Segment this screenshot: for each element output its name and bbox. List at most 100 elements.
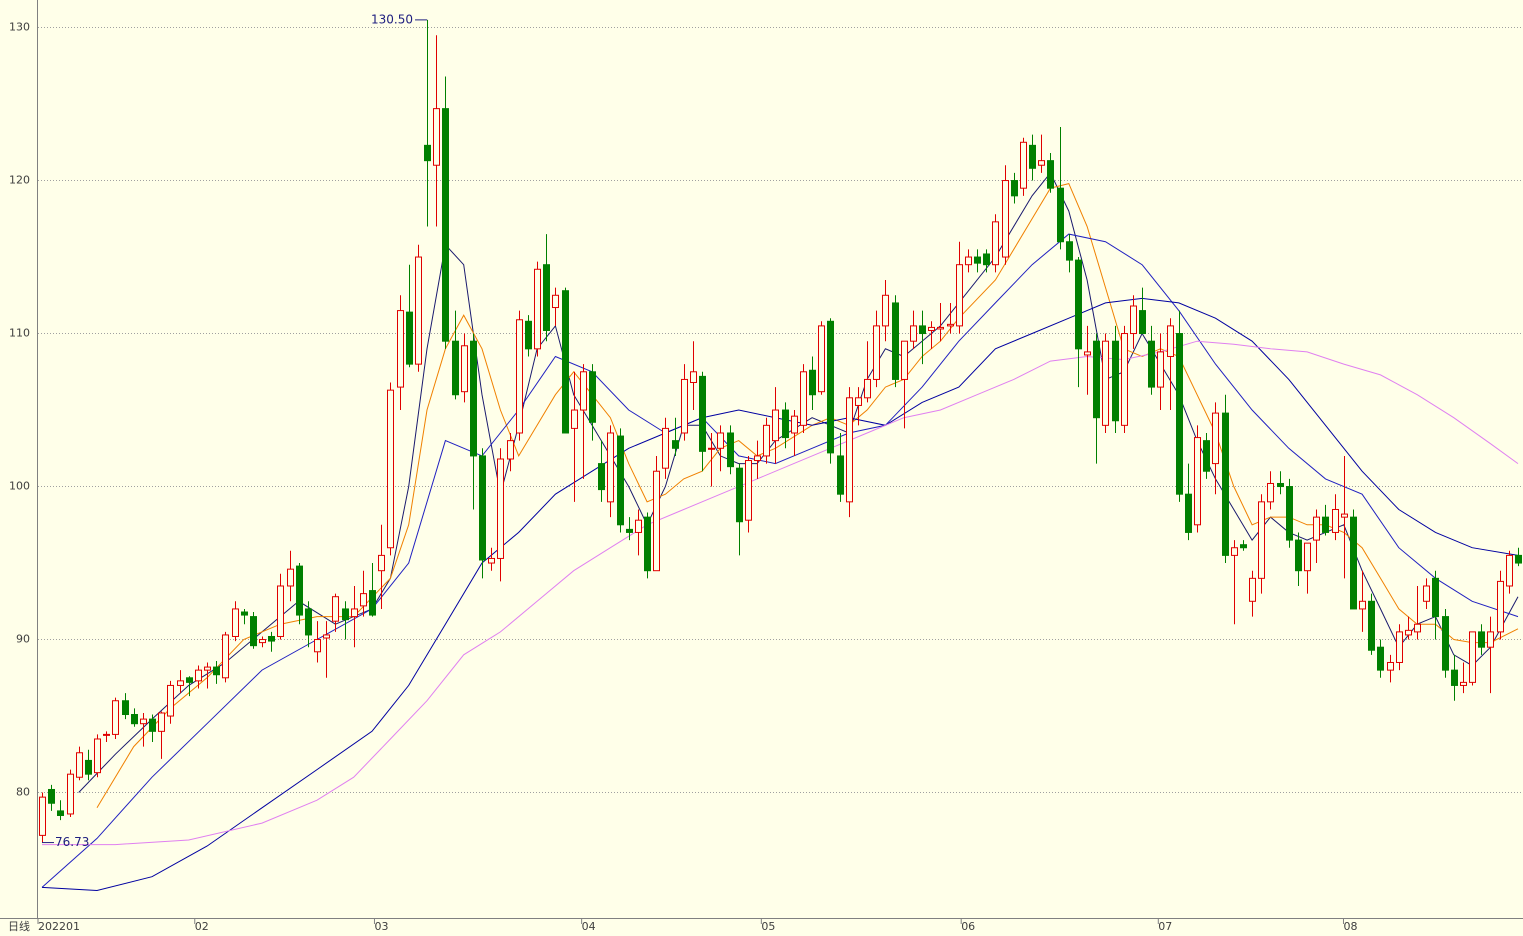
candle-body	[1396, 631, 1403, 663]
candle-body	[470, 340, 477, 457]
candle-body	[589, 371, 596, 423]
candle-body	[800, 371, 807, 426]
candle-body	[277, 585, 284, 637]
candle-body	[186, 677, 193, 683]
x-tick-label: 05	[761, 920, 775, 933]
candle-body	[149, 718, 156, 732]
candle-body	[855, 397, 862, 406]
y-tick-label: 120	[9, 174, 30, 187]
candle-body	[1002, 180, 1009, 258]
candle-body	[1157, 351, 1164, 388]
candle-body	[873, 325, 880, 380]
candle-body	[1322, 516, 1329, 533]
candle-body	[1112, 340, 1119, 422]
x-tick-label: 03	[374, 920, 388, 933]
candle-body	[1121, 333, 1128, 426]
moving-average-line	[78, 171, 1519, 793]
candle-body	[690, 371, 697, 384]
candle-body	[1478, 631, 1485, 648]
candle-body	[552, 294, 559, 309]
candle-body	[901, 340, 908, 380]
y-tick-label: 110	[9, 327, 30, 340]
candle-body	[1414, 623, 1421, 633]
candle-body	[461, 345, 468, 393]
candle-body	[378, 554, 385, 572]
candle-body	[580, 371, 587, 411]
candle-body	[1515, 554, 1522, 564]
candle-body	[1057, 187, 1064, 243]
candle-body	[1011, 180, 1018, 197]
candle-body	[131, 714, 138, 725]
candle-body	[708, 447, 715, 450]
candle-body	[1295, 539, 1302, 572]
candle-body	[369, 590, 376, 616]
y-tick-label: 130	[9, 21, 30, 34]
candle-body	[607, 432, 614, 503]
candle-body	[1368, 600, 1375, 651]
candle-body	[250, 616, 257, 647]
candle-body	[562, 290, 569, 434]
candle-body	[699, 375, 706, 452]
candle-body	[1267, 482, 1274, 503]
candle-body	[213, 666, 220, 676]
candle-body	[910, 325, 917, 342]
candle-body	[1506, 554, 1513, 587]
candle-body	[1029, 144, 1036, 169]
candle-body	[1212, 412, 1219, 465]
candle-body	[85, 759, 92, 775]
candle-body	[397, 310, 404, 388]
candle-body	[1377, 646, 1384, 671]
candle-body	[177, 680, 184, 686]
candle-body	[1249, 577, 1256, 602]
candle-body	[1066, 241, 1073, 261]
candle-body	[1442, 616, 1449, 671]
x-tick-label: 202201	[38, 920, 80, 933]
y-tick-label: 100	[9, 480, 30, 493]
candle-body	[48, 788, 55, 804]
candle-body	[791, 415, 798, 434]
candle-body	[882, 294, 889, 327]
candle-body	[571, 409, 578, 429]
high-annotation: 130.50	[371, 12, 413, 26]
candle-body	[1047, 160, 1054, 189]
candle-body	[1203, 440, 1210, 472]
candle-body	[1487, 631, 1494, 648]
candle-body	[525, 320, 532, 350]
y-tick-label: 80	[16, 786, 30, 799]
candle-body	[314, 639, 321, 653]
candle-body	[112, 700, 119, 735]
candle-body	[827, 320, 834, 454]
candle-body	[928, 326, 935, 331]
candle-body	[516, 319, 523, 434]
candle-body	[332, 596, 339, 622]
candle-body	[122, 700, 129, 716]
candle-body	[1231, 547, 1238, 556]
candle-body	[287, 568, 294, 587]
candle-body	[387, 389, 394, 549]
y-tick-label: 90	[16, 633, 30, 646]
candle-body	[296, 565, 303, 616]
candle-body	[351, 608, 358, 618]
candle-body	[158, 712, 165, 732]
candle-body	[452, 340, 459, 396]
candle-body	[103, 733, 110, 736]
candle-body	[241, 611, 248, 616]
candle-body	[1423, 585, 1430, 602]
candle-body	[617, 435, 624, 526]
candle-body	[433, 108, 440, 166]
candle-body	[626, 528, 633, 533]
candle-body	[1304, 542, 1311, 572]
candle-body	[1405, 629, 1412, 636]
candle-body	[1387, 661, 1394, 671]
candle-body	[1497, 580, 1504, 633]
candle-body	[782, 409, 789, 439]
candle-body	[67, 773, 74, 815]
candle-body	[1130, 305, 1137, 335]
candle-body	[305, 608, 312, 636]
candle-body	[727, 432, 734, 468]
candle-body	[479, 455, 486, 561]
candle-body	[1038, 160, 1045, 166]
candle-body	[76, 752, 83, 778]
